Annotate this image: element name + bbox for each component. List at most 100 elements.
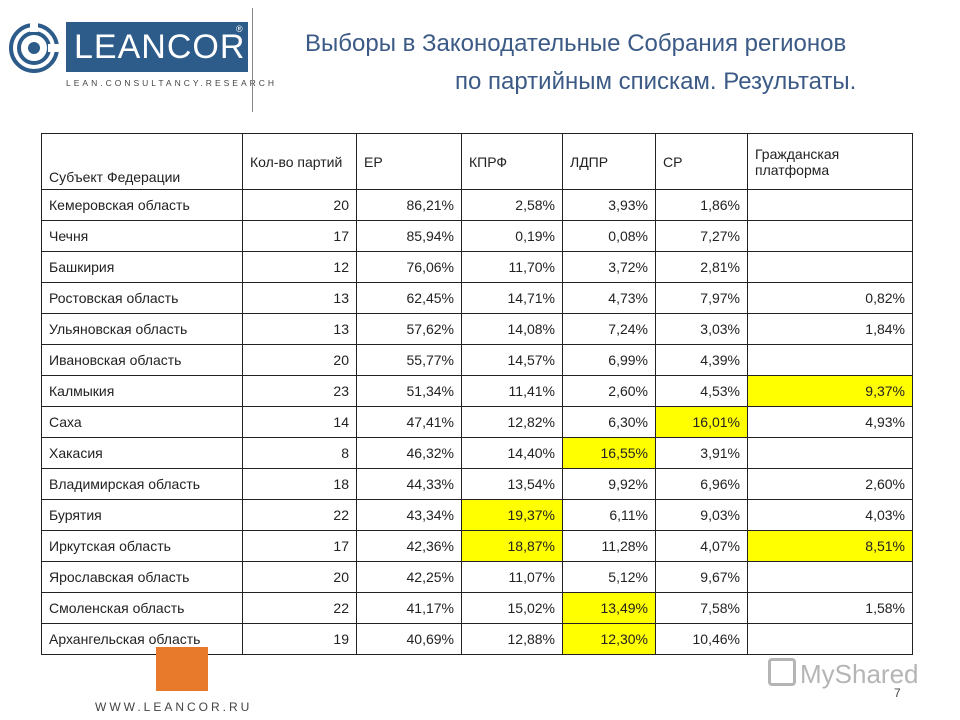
cell-value	[747, 189, 913, 221]
cell-value: 42,36%	[356, 530, 462, 562]
header-divider	[252, 8, 253, 112]
cell-value: 7,97%	[655, 282, 748, 314]
cell-value: 0,19%	[461, 220, 563, 252]
cell-value: 22	[242, 592, 357, 624]
table-row: Архангельская область 19 40,69% 12,88% 12,30…	[41, 623, 913, 655]
cell-value: 3,03%	[655, 313, 748, 345]
logo-tagline: LEAN.CONSULTANCY.RESEARCH	[66, 78, 278, 88]
cell-value: 46,32%	[356, 437, 462, 469]
cell-value: 13	[242, 282, 357, 314]
cell-value: 6,96%	[655, 468, 748, 500]
table-row: Саха 14 47,41% 12,82% 6,30% 16,01% 4,93%	[41, 406, 913, 438]
results-table: Субъект Федерации Кол-во партий ЕР КПРФ …	[41, 133, 913, 655]
table-row: Чечня 17 85,94% 0,19% 0,08% 7,27%	[41, 220, 913, 252]
table-row: Владимирская область 18 44,33% 13,54% 9,92% 6…	[41, 468, 913, 500]
cell-value: 14	[242, 406, 357, 438]
cell-value: 9,67%	[655, 561, 748, 593]
header-subject: Субъект Федерации	[41, 133, 243, 190]
cell-region: Архангельская область	[41, 623, 243, 655]
footer-website: WWW.LEANCOR.RU	[95, 700, 253, 714]
logo-wordmark: LEANCOR	[74, 28, 246, 66]
cell-value: 2,60%	[562, 375, 656, 407]
cell-region: Ростовская область	[41, 282, 243, 314]
cell-value: 11,28%	[562, 530, 656, 562]
cell-value: 85,94%	[356, 220, 462, 252]
cell-value: 47,41%	[356, 406, 462, 438]
cell-region: Владимирская область	[41, 468, 243, 500]
cell-value: 76,06%	[356, 251, 462, 283]
cell-value: 16,01%	[655, 406, 748, 438]
cell-value: 1,84%	[747, 313, 913, 345]
cell-value: 3,93%	[562, 189, 656, 221]
cell-value: 62,45%	[356, 282, 462, 314]
cell-value: 22	[242, 499, 357, 531]
cell-value: 6,11%	[562, 499, 656, 531]
cell-value: 4,03%	[747, 499, 913, 531]
cell-value	[747, 251, 913, 283]
cell-value: 17	[242, 530, 357, 562]
cell-value: 1,86%	[655, 189, 748, 221]
cell-value: 57,62%	[356, 313, 462, 345]
table-row: Калмыкия 23 51,34% 11,41% 2,60% 4,53% 9,37%	[41, 375, 913, 407]
cell-value: 16,55%	[562, 437, 656, 469]
cell-value: 19	[242, 623, 357, 655]
cell-region: Ульяновская область	[41, 313, 243, 345]
cell-value: 19,37%	[461, 499, 563, 531]
logo-wordmark-box	[66, 22, 248, 72]
cell-value: 7,58%	[655, 592, 748, 624]
cell-value: 13,54%	[461, 468, 563, 500]
cell-value: 4,07%	[655, 530, 748, 562]
slide-title-line2: по партийным спискам. Результаты.	[455, 68, 857, 95]
header-civic-platform: Гражданская платформа	[747, 133, 913, 190]
header-er: ЕР	[356, 133, 462, 190]
logo-registered-mark: ®	[236, 24, 243, 34]
cell-value: 12	[242, 251, 357, 283]
cell-value: 44,33%	[356, 468, 462, 500]
cell-value: 12,88%	[461, 623, 563, 655]
cell-value: 55,77%	[356, 344, 462, 376]
table-row: Башкирия 12 76,06% 11,70% 3,72% 2,81%	[41, 251, 913, 283]
table-header-row: Субъект Федерации Кол-во партий ЕР КПРФ …	[41, 133, 913, 190]
cell-value: 23	[242, 375, 357, 407]
table-row: Ульяновская область 13 57,62% 14,08% 7,24% 3,…	[41, 313, 913, 345]
cell-value: 0,08%	[562, 220, 656, 252]
cell-value: 2,58%	[461, 189, 563, 221]
cell-value: 17	[242, 220, 357, 252]
table-row: Ярославская область 20 42,25% 11,07% 5,12% 9,…	[41, 561, 913, 593]
cell-region: Бурятия	[41, 499, 243, 531]
cell-value: 18	[242, 468, 357, 500]
cell-value: 0,82%	[747, 282, 913, 314]
cell-value: 7,24%	[562, 313, 656, 345]
table-row: Кемеровская область 20 86,21% 2,58% 3,93% 1,8…	[41, 189, 913, 221]
cell-value: 2,60%	[747, 468, 913, 500]
table-row: Бурятия 22 43,34% 19,37% 6,11% 9,03% 4,03%	[41, 499, 913, 531]
cell-region: Иркутская область	[41, 530, 243, 562]
cell-value: 9,37%	[747, 375, 913, 407]
table-row: Смоленская область 22 41,17% 15,02% 13,49% 7,…	[41, 592, 913, 624]
watermark: MyShared	[768, 658, 919, 690]
cell-value: 5,12%	[562, 561, 656, 593]
cell-value: 3,91%	[655, 437, 748, 469]
cell-value: 12,30%	[562, 623, 656, 655]
cell-value: 20	[242, 561, 357, 593]
cell-value: 4,93%	[747, 406, 913, 438]
cell-value: 10,46%	[655, 623, 748, 655]
table-row: Ивановская область 20 55,77% 14,57% 6,99% 4,3…	[41, 344, 913, 376]
cell-value: 40,69%	[356, 623, 462, 655]
cell-region: Хакасия	[41, 437, 243, 469]
watermark-icon	[768, 658, 796, 686]
logo-emblem-icon	[9, 22, 60, 73]
cell-value: 20	[242, 344, 357, 376]
cell-value: 13,49%	[562, 592, 656, 624]
cell-value: 13	[242, 313, 357, 345]
header-kprf: КПРФ	[461, 133, 563, 190]
table-row: Иркутская область 17 42,36% 18,87% 11,28% 4,0…	[41, 530, 913, 562]
cell-value: 14,08%	[461, 313, 563, 345]
cell-value: 14,57%	[461, 344, 563, 376]
cell-value: 4,53%	[655, 375, 748, 407]
cell-region: Саха	[41, 406, 243, 438]
cell-region: Кемеровская область	[41, 189, 243, 221]
cell-value: 2,81%	[655, 251, 748, 283]
header-sr: СР	[655, 133, 748, 190]
cell-value	[747, 344, 913, 376]
